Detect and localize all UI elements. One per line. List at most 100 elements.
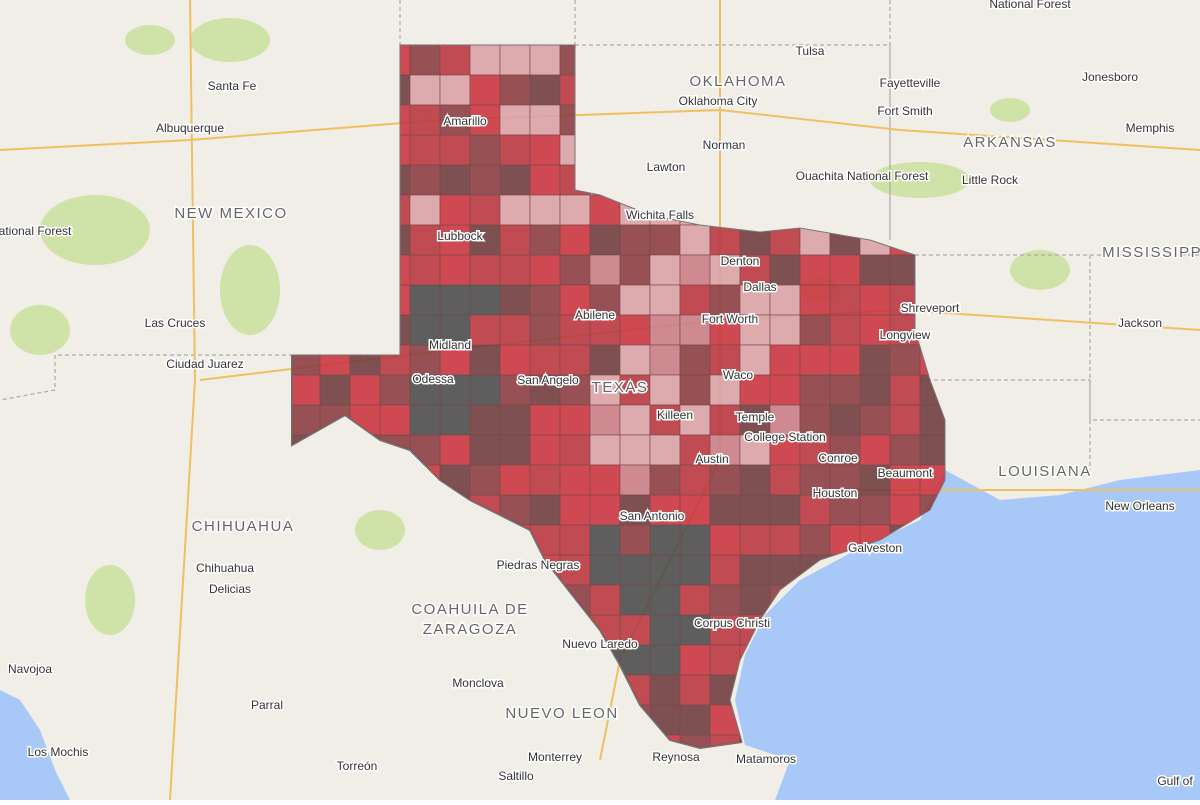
place-label: Midland [429, 338, 471, 352]
county [469, 74, 501, 106]
county [649, 584, 681, 616]
county [829, 374, 861, 406]
place-label: Beaumont [878, 466, 933, 480]
county [409, 404, 441, 436]
region-label: NUEVO LEON [505, 705, 618, 722]
county [529, 314, 561, 346]
county [499, 224, 531, 256]
county [859, 434, 891, 466]
county [799, 254, 831, 286]
county [469, 45, 501, 76]
county [559, 554, 591, 586]
place-label: Piedras Negras [497, 558, 580, 572]
county [529, 344, 561, 376]
county [469, 374, 501, 406]
county [739, 404, 771, 436]
place-label: Austin [695, 452, 728, 466]
county [829, 404, 861, 436]
region-label: OKLAHOMA [689, 73, 786, 90]
place-label: Oklahoma City [679, 94, 758, 108]
county [679, 254, 711, 286]
county [619, 464, 651, 496]
county [829, 494, 861, 526]
county [679, 554, 711, 586]
county [439, 344, 471, 376]
county [679, 524, 711, 556]
county [709, 464, 741, 496]
county [499, 104, 531, 136]
place-label: Odessa [412, 372, 454, 386]
place-label: Houston [813, 486, 858, 500]
county [319, 374, 351, 406]
place-label: Ouachita National Forest [796, 169, 929, 183]
county [469, 164, 501, 196]
county [469, 434, 501, 466]
place-label: Lawton [647, 160, 686, 174]
place-label: Torreón [337, 759, 378, 773]
county [439, 404, 471, 436]
county [619, 254, 651, 286]
county [739, 284, 771, 316]
place-label: Ciudad Juarez [166, 357, 243, 371]
county [619, 224, 651, 256]
place-label: College Station [744, 430, 825, 444]
county [529, 254, 561, 286]
county [439, 45, 471, 76]
county [529, 45, 561, 76]
county [589, 374, 621, 406]
county [649, 614, 681, 646]
county [499, 164, 531, 196]
county [409, 224, 441, 256]
county [589, 584, 621, 616]
place-label: Monterrey [528, 750, 582, 764]
place-label: Reynosa [652, 750, 700, 764]
county [499, 434, 531, 466]
place-label: Temple [736, 410, 775, 424]
county [889, 344, 921, 376]
county [799, 524, 831, 556]
county [499, 314, 531, 346]
county [409, 314, 441, 346]
county [619, 554, 651, 586]
county [649, 374, 681, 406]
county [739, 524, 771, 556]
place-label: Albuquerque [156, 121, 224, 135]
county [649, 494, 681, 526]
county [679, 494, 711, 526]
county [649, 314, 681, 346]
county [769, 344, 801, 376]
county [439, 434, 471, 466]
region-label: MISSISSIPPI [1102, 244, 1200, 261]
county [589, 254, 621, 286]
county [469, 314, 501, 346]
county [409, 194, 441, 226]
county [349, 374, 381, 406]
place-label: Tulsa [796, 44, 825, 58]
county [649, 554, 681, 586]
county [829, 464, 861, 496]
county [679, 434, 711, 466]
county [829, 284, 861, 316]
county [679, 374, 711, 406]
county [679, 224, 711, 256]
place-label: Memphis [1126, 121, 1175, 135]
county [739, 374, 771, 406]
county [529, 404, 561, 436]
county [469, 404, 501, 436]
county [859, 314, 891, 346]
county [529, 74, 561, 106]
county [559, 434, 591, 466]
county [709, 584, 741, 616]
place-label: Lubbock [437, 229, 483, 243]
place-label: Galveston [848, 541, 902, 555]
county [769, 464, 801, 496]
county [619, 524, 651, 556]
place-label: Conroe [818, 451, 858, 465]
county [529, 104, 561, 136]
county [649, 524, 681, 556]
place-label: Las Cruces [145, 316, 206, 330]
county [769, 374, 801, 406]
place-label: Amarillo [443, 114, 487, 128]
